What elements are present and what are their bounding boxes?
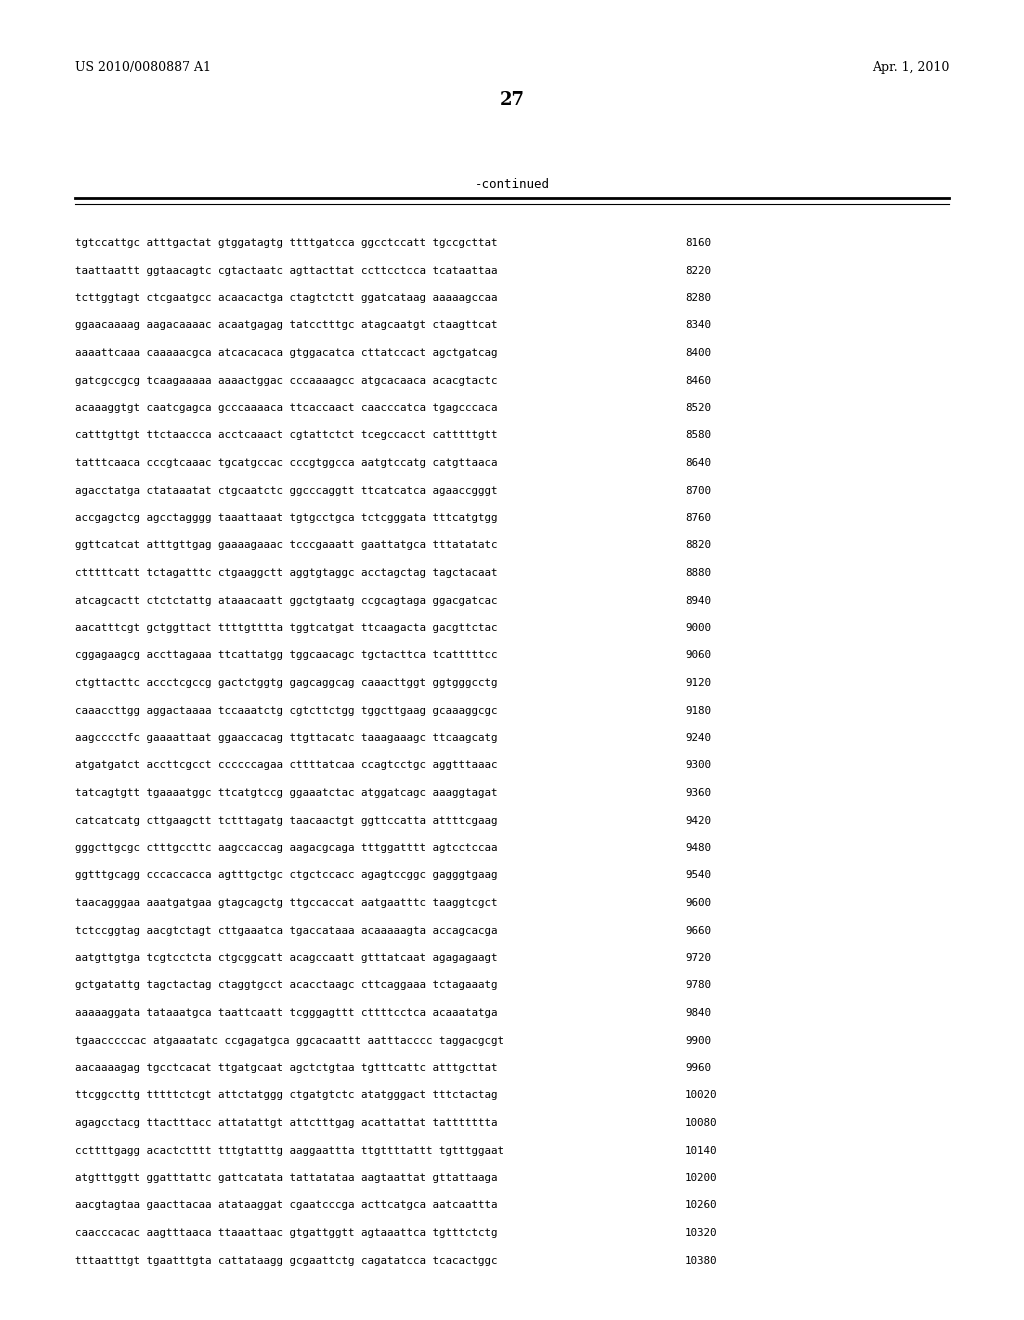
Text: atgtttggtt ggatttattc gattcatata tattatataa aagtaattat gttattaaga: atgtttggtt ggatttattc gattcatata tattata… <box>75 1173 498 1183</box>
Text: tctccggtag aacgtctagt cttgaaatca tgaccataaa acaaaaagta accagcacga: tctccggtag aacgtctagt cttgaaatca tgaccat… <box>75 925 498 936</box>
Text: catcatcatg cttgaagctt tctttagatg taacaactgt ggttccatta attttcgaag: catcatcatg cttgaagctt tctttagatg taacaac… <box>75 816 498 825</box>
Text: 9540: 9540 <box>685 870 711 880</box>
Text: ctgttacttc accctcgccg gactctggtg gagcaggcag caaacttggt ggtgggcctg: ctgttacttc accctcgccg gactctggtg gagcagg… <box>75 678 498 688</box>
Text: caaaccttgg aggactaaaa tccaaatctg cgtcttctgg tggcttgaag gcaaaggcgc: caaaccttgg aggactaaaa tccaaatctg cgtcttc… <box>75 705 498 715</box>
Text: aaaaaggata tataaatgca taattcaatt tcgggagttt cttttcctca acaaatatga: aaaaaggata tataaatgca taattcaatt tcgggag… <box>75 1008 498 1018</box>
Text: 9720: 9720 <box>685 953 711 964</box>
Text: 8700: 8700 <box>685 486 711 495</box>
Text: 10320: 10320 <box>685 1228 718 1238</box>
Text: aatgttgtga tcgtcctcta ctgcggcatt acagccaatt gtttatcaat agagagaagt: aatgttgtga tcgtcctcta ctgcggcatt acagcca… <box>75 953 498 964</box>
Text: atcagcactt ctctctattg ataaacaatt ggctgtaatg ccgcagtaga ggacgatcac: atcagcactt ctctctattg ataaacaatt ggctgta… <box>75 595 498 606</box>
Text: 9600: 9600 <box>685 898 711 908</box>
Text: cggagaagcg accttagaaa ttcattatgg tggcaacagc tgctacttca tcatttttcc: cggagaagcg accttagaaa ttcattatgg tggcaac… <box>75 651 498 660</box>
Text: 8460: 8460 <box>685 375 711 385</box>
Text: accgagctcg agcctagggg taaattaaat tgtgcctgca tctcgggata tttcatgtgg: accgagctcg agcctagggg taaattaaat tgtgcct… <box>75 513 498 523</box>
Text: 9960: 9960 <box>685 1063 711 1073</box>
Text: 8160: 8160 <box>685 238 711 248</box>
Text: gctgatattg tagctactag ctaggtgcct acacctaagc cttcaggaaa tctagaaatg: gctgatattg tagctactag ctaggtgcct acaccta… <box>75 981 498 990</box>
Text: aacaaaagag tgcctcacat ttgatgcaat agctctgtaa tgtttcattc atttgcttat: aacaaaagag tgcctcacat ttgatgcaat agctctg… <box>75 1063 498 1073</box>
Text: tgtccattgc atttgactat gtggatagtg ttttgatcca ggcctccatt tgccgcttat: tgtccattgc atttgactat gtggatagtg ttttgat… <box>75 238 498 248</box>
Text: tatttcaaca cccgtcaaac tgcatgccac cccgtggcca aatgtccatg catgttaaca: tatttcaaca cccgtcaaac tgcatgccac cccgtgg… <box>75 458 498 469</box>
Text: 8880: 8880 <box>685 568 711 578</box>
Text: acaaaggtgt caatcgagca gcccaaaaca ttcaccaact caacccatca tgagcccaca: acaaaggtgt caatcgagca gcccaaaaca ttcacca… <box>75 403 498 413</box>
Text: 8580: 8580 <box>685 430 711 441</box>
Text: 9840: 9840 <box>685 1008 711 1018</box>
Text: 10260: 10260 <box>685 1200 718 1210</box>
Text: 8220: 8220 <box>685 265 711 276</box>
Text: 9360: 9360 <box>685 788 711 799</box>
Text: US 2010/0080887 A1: US 2010/0080887 A1 <box>75 62 211 74</box>
Text: 9480: 9480 <box>685 843 711 853</box>
Text: ccttttgagg acactctttt tttgtatttg aaggaattta ttgttttattt tgtttggaat: ccttttgagg acactctttt tttgtatttg aaggaat… <box>75 1146 504 1155</box>
Text: aagcccctfc gaaaattaat ggaaccacag ttgttacatc taaagaaagc ttcaagcatg: aagcccctfc gaaaattaat ggaaccacag ttgttac… <box>75 733 498 743</box>
Text: 10200: 10200 <box>685 1173 718 1183</box>
Text: 8400: 8400 <box>685 348 711 358</box>
Text: 9120: 9120 <box>685 678 711 688</box>
Text: tttaatttgt tgaatttgta cattataagg gcgaattctg cagatatcca tcacactggc: tttaatttgt tgaatttgta cattataagg gcgaatt… <box>75 1255 498 1266</box>
Text: tatcagtgtt tgaaaatggc ttcatgtccg ggaaatctac atggatcagc aaaggtagat: tatcagtgtt tgaaaatggc ttcatgtccg ggaaatc… <box>75 788 498 799</box>
Text: 10020: 10020 <box>685 1090 718 1101</box>
Text: 9000: 9000 <box>685 623 711 634</box>
Text: 8520: 8520 <box>685 403 711 413</box>
Text: ggtttgcagg cccaccacca agtttgctgc ctgctccacc agagtccggc gagggtgaag: ggtttgcagg cccaccacca agtttgctgc ctgctcc… <box>75 870 498 880</box>
Text: agacctatga ctataaatat ctgcaatctc ggcccaggtt ttcatcatca agaaccgggt: agacctatga ctataaatat ctgcaatctc ggcccag… <box>75 486 498 495</box>
Text: gggcttgcgc ctttgccttc aagccaccag aagacgcaga tttggatttt agtcctccaa: gggcttgcgc ctttgccttc aagccaccag aagacgc… <box>75 843 498 853</box>
Text: taattaattt ggtaacagtc cgtactaatc agttacttat ccttcctcca tcataattaa: taattaattt ggtaacagtc cgtactaatc agttact… <box>75 265 498 276</box>
Text: ggttcatcat atttgttgag gaaaagaaac tcccgaaatt gaattatgca tttatatatc: ggttcatcat atttgttgag gaaaagaaac tcccgaa… <box>75 540 498 550</box>
Text: 8940: 8940 <box>685 595 711 606</box>
Text: aacatttcgt gctggttact ttttgtttta tggtcatgat ttcaagacta gacgttctac: aacatttcgt gctggttact ttttgtttta tggtcat… <box>75 623 498 634</box>
Text: 9060: 9060 <box>685 651 711 660</box>
Text: 9420: 9420 <box>685 816 711 825</box>
Text: 9300: 9300 <box>685 760 711 771</box>
Text: -continued: -continued <box>474 178 550 191</box>
Text: tgaacccccac atgaaatatc ccgagatgca ggcacaattt aatttacccc taggacgcgt: tgaacccccac atgaaatatc ccgagatgca ggcaca… <box>75 1035 504 1045</box>
Text: 8280: 8280 <box>685 293 711 304</box>
Text: Apr. 1, 2010: Apr. 1, 2010 <box>871 62 949 74</box>
Text: 9660: 9660 <box>685 925 711 936</box>
Text: aacgtagtaa gaacttacaa atataaggat cgaatcccga acttcatgca aatcaattta: aacgtagtaa gaacttacaa atataaggat cgaatcc… <box>75 1200 498 1210</box>
Text: ggaacaaaag aagacaaaac acaatgagag tatcctttgc atagcaatgt ctaagttcat: ggaacaaaag aagacaaaac acaatgagag tatcctt… <box>75 321 498 330</box>
Text: 10380: 10380 <box>685 1255 718 1266</box>
Text: 9780: 9780 <box>685 981 711 990</box>
Text: 10080: 10080 <box>685 1118 718 1129</box>
Text: ttcggccttg tttttctcgt attctatggg ctgatgtctc atatgggact tttctactag: ttcggccttg tttttctcgt attctatggg ctgatgt… <box>75 1090 498 1101</box>
Text: aaaattcaaa caaaaacgca atcacacaca gtggacatca cttatccact agctgatcag: aaaattcaaa caaaaacgca atcacacaca gtggaca… <box>75 348 498 358</box>
Text: agagcctacg ttactttacc attatattgt attctttgag acattattat tattttttta: agagcctacg ttactttacc attatattgt attcttt… <box>75 1118 498 1129</box>
Text: ctttttcatt tctagatttc ctgaaggctt aggtgtaggc acctagctag tagctacaat: ctttttcatt tctagatttc ctgaaggctt aggtgta… <box>75 568 498 578</box>
Text: 8640: 8640 <box>685 458 711 469</box>
Text: 27: 27 <box>500 91 524 110</box>
Text: caacccacac aagtttaaca ttaaattaac gtgattggtt agtaaattca tgtttctctg: caacccacac aagtttaaca ttaaattaac gtgattg… <box>75 1228 498 1238</box>
Text: 10140: 10140 <box>685 1146 718 1155</box>
Text: atgatgatct accttcgcct ccccccagaa cttttatcaa ccagtcctgc aggtttaaac: atgatgatct accttcgcct ccccccagaa cttttat… <box>75 760 498 771</box>
Text: taacagggaa aaatgatgaa gtagcagctg ttgccaccat aatgaatttc taaggtcgct: taacagggaa aaatgatgaa gtagcagctg ttgccac… <box>75 898 498 908</box>
Text: 8760: 8760 <box>685 513 711 523</box>
Text: 9180: 9180 <box>685 705 711 715</box>
Text: 9900: 9900 <box>685 1035 711 1045</box>
Text: tcttggtagt ctcgaatgcc acaacactga ctagtctctt ggatcataag aaaaagccaa: tcttggtagt ctcgaatgcc acaacactga ctagtct… <box>75 293 498 304</box>
Text: 9240: 9240 <box>685 733 711 743</box>
Text: 8340: 8340 <box>685 321 711 330</box>
Text: catttgttgt ttctaaccca acctcaaact cgtattctct tcegccacct catttttgtt: catttgttgt ttctaaccca acctcaaact cgtattc… <box>75 430 498 441</box>
Text: 8820: 8820 <box>685 540 711 550</box>
Text: gatcgccgcg tcaagaaaaa aaaactggac cccaaaagcc atgcacaaca acacgtactc: gatcgccgcg tcaagaaaaa aaaactggac cccaaaa… <box>75 375 498 385</box>
